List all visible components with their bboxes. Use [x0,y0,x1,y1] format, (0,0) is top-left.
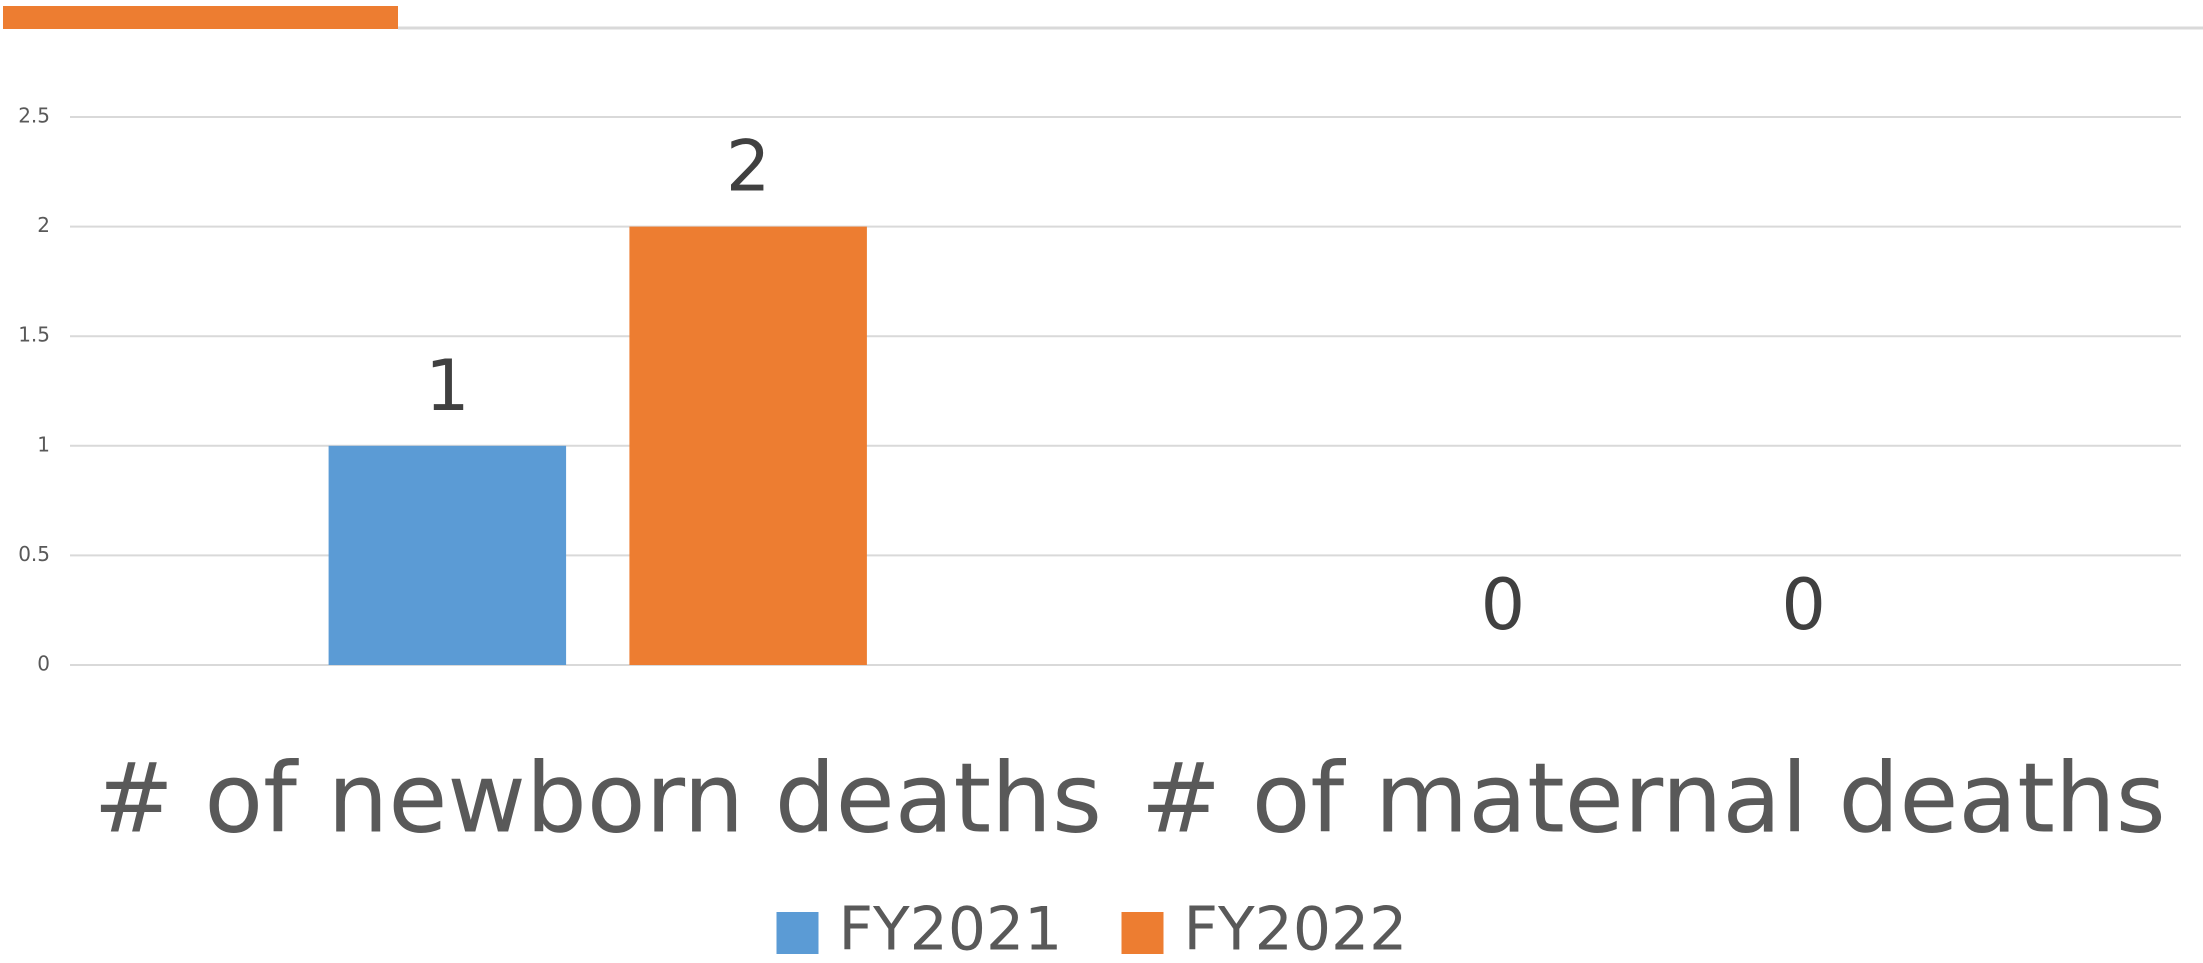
value-label: 2 [726,126,771,208]
legend-swatch [776,912,819,954]
y-tick-label: 2 [37,213,50,237]
bar [328,445,567,665]
value-label: 0 [1781,564,1826,646]
y-tick-label: 0 [37,652,50,676]
header-accent [3,6,398,29]
x-tick-label: # of maternal deaths [1141,742,2166,854]
legend-label: FY2021 [839,895,1063,963]
bar [629,226,867,665]
legend-label: FY2022 [1184,895,1408,963]
legend-swatch [1121,912,1164,954]
y-tick-label: 0.5 [18,542,50,566]
value-label: 1 [425,345,470,427]
y-tick-label: 1.5 [18,323,50,347]
y-tick-label: 1 [37,432,50,456]
value-label: 0 [1481,564,1526,646]
y-tick-label: 2.5 [18,104,50,128]
x-tick-label: # of newborn deaths [93,742,1102,854]
